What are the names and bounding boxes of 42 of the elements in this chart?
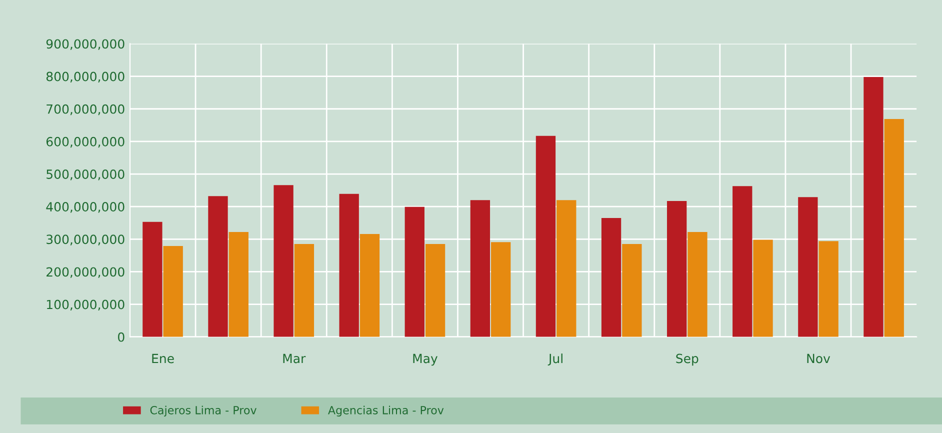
y-tick-label: 400,000,000 xyxy=(46,202,124,213)
bar xyxy=(601,218,622,337)
bar xyxy=(688,232,708,337)
legend-label: Cajeros Lima - Prov xyxy=(150,406,256,417)
bar xyxy=(536,136,556,337)
bar xyxy=(142,222,162,337)
bar xyxy=(228,232,248,337)
y-tick-label: 100,000,000 xyxy=(46,300,124,311)
bar xyxy=(163,246,183,337)
bar xyxy=(274,185,294,337)
bar xyxy=(470,200,490,337)
y-tick-label: 200,000,000 xyxy=(46,267,124,278)
bar xyxy=(864,76,884,337)
bar xyxy=(884,118,904,337)
legend-label: Agencias Lima - Prov xyxy=(328,406,444,417)
y-tick-label: 900,000,000 xyxy=(46,39,124,50)
bar xyxy=(753,240,773,337)
bar xyxy=(666,201,687,337)
bar xyxy=(404,206,424,337)
x-tick-label: Jul xyxy=(548,354,562,366)
bar xyxy=(622,244,642,337)
x-tick-label: Mar xyxy=(283,354,306,364)
y-tick-label: 600,000,000 xyxy=(46,136,124,148)
y-tick-label: 500,000,000 xyxy=(46,169,124,180)
y-tick-label: 300,000,000 xyxy=(46,234,124,246)
x-tick-label: Ene xyxy=(152,354,174,364)
bar xyxy=(732,186,752,337)
bar xyxy=(491,242,511,337)
bar xyxy=(425,244,446,337)
x-tick-label: Nov xyxy=(807,354,830,364)
x-tick-label: Sep xyxy=(676,354,698,366)
x-tick-label: May xyxy=(413,354,438,366)
y-tick-label: 800,000,000 xyxy=(46,72,124,83)
y-tick-label: 700,000,000 xyxy=(46,104,124,116)
bar xyxy=(798,197,818,337)
bar xyxy=(556,200,576,337)
y-tick-label: 0 xyxy=(118,332,124,342)
bar xyxy=(208,196,228,337)
bar xyxy=(360,234,380,337)
bar xyxy=(294,244,314,337)
bar xyxy=(818,241,838,337)
bar xyxy=(339,194,359,337)
